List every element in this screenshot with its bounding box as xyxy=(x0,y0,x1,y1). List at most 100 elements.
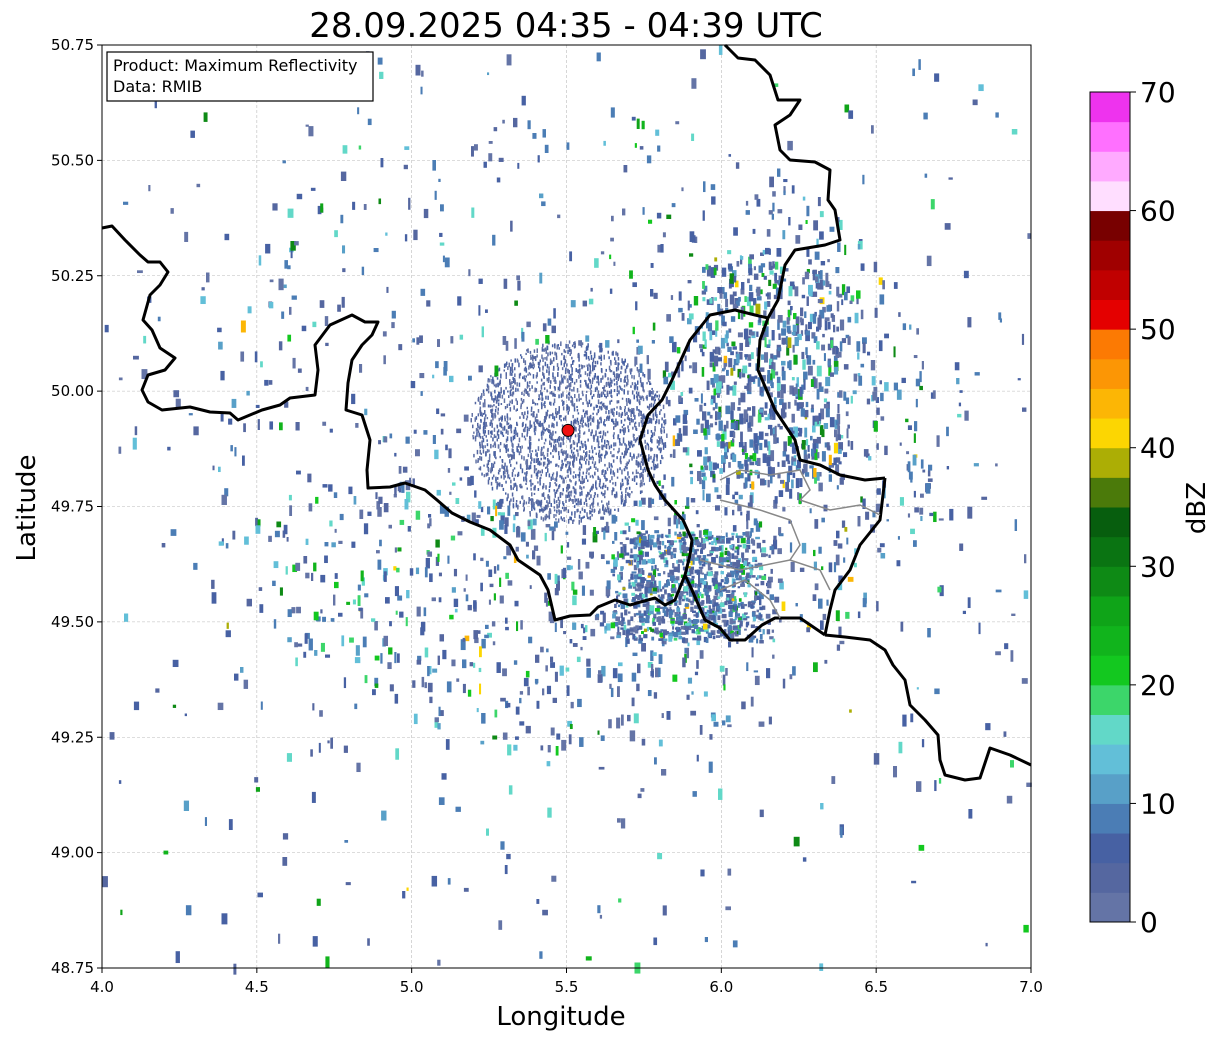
echo-cell xyxy=(713,595,719,601)
echo-cell xyxy=(386,286,389,293)
echo-cell xyxy=(602,387,604,390)
echo-cell xyxy=(434,717,439,723)
echo-cell xyxy=(661,423,663,429)
echo-cell xyxy=(413,429,417,434)
echo-cell xyxy=(873,420,878,432)
echo-cell xyxy=(477,413,480,417)
echo-cell xyxy=(665,560,669,565)
echo-cell xyxy=(810,408,814,413)
echo-cell xyxy=(515,706,520,715)
echo-cell xyxy=(700,393,703,404)
echo-cell xyxy=(545,524,551,528)
echo-cell xyxy=(791,332,796,336)
echo-cell xyxy=(626,411,628,416)
echo-cell xyxy=(439,242,445,246)
echo-cell xyxy=(170,208,174,214)
echo-cell xyxy=(520,356,523,359)
echo-cell xyxy=(519,372,522,376)
echo-cell xyxy=(506,420,508,426)
echo-cell xyxy=(559,380,561,385)
echo-cell xyxy=(351,393,356,405)
echo-cell xyxy=(650,581,654,587)
echo-cell xyxy=(487,467,490,473)
echo-cell xyxy=(605,406,607,410)
echo-cell xyxy=(504,469,506,475)
echo-cell xyxy=(468,269,471,277)
echo-cell xyxy=(574,341,576,345)
echo-cell xyxy=(648,390,651,394)
echo-cell xyxy=(658,616,662,621)
echo-cell xyxy=(763,275,767,280)
echo-cell xyxy=(797,323,800,334)
echo-cell xyxy=(759,564,764,571)
echo-cell xyxy=(585,494,588,498)
echo-cell xyxy=(729,430,735,438)
echo-cell xyxy=(581,538,587,545)
echo-cell xyxy=(578,357,580,362)
echo-cell xyxy=(651,432,654,438)
echo-cell xyxy=(481,713,486,724)
echo-cell xyxy=(483,161,487,168)
echo-cell xyxy=(477,425,479,429)
echo-cell xyxy=(623,165,628,173)
echo-cell xyxy=(663,426,665,429)
echo-cell xyxy=(607,416,609,420)
echo-cell xyxy=(661,454,663,459)
echo-cell xyxy=(647,690,652,697)
echo-cell xyxy=(554,343,556,346)
echo-cell xyxy=(732,525,737,532)
echo-cell xyxy=(530,482,532,487)
echo-cell xyxy=(661,540,665,546)
echo-cell xyxy=(574,343,576,348)
echo-cell xyxy=(723,292,728,299)
echo-cell xyxy=(473,630,478,640)
echo-cell xyxy=(554,671,558,682)
echo-cell xyxy=(703,605,708,608)
echo-cell xyxy=(524,388,526,391)
echo-cell xyxy=(648,454,650,459)
echo-cell xyxy=(536,348,538,353)
echo-cell xyxy=(662,457,664,460)
echo-cell xyxy=(938,778,942,784)
echo-cell xyxy=(491,405,494,408)
echo-cell xyxy=(536,452,538,458)
echo-cell xyxy=(643,628,648,633)
echo-cell xyxy=(516,486,518,492)
echo-cell xyxy=(521,485,523,489)
echo-cell xyxy=(615,491,618,496)
echo-cell xyxy=(690,606,694,612)
echo-cell xyxy=(571,401,573,406)
echo-cell xyxy=(620,566,623,572)
echo-cell xyxy=(580,397,582,401)
echo-cell xyxy=(579,458,581,464)
echo-cell xyxy=(536,372,538,377)
echo-cell xyxy=(514,338,517,349)
echo-cell xyxy=(640,417,643,420)
echo-cell xyxy=(954,362,960,371)
echo-cell xyxy=(662,905,667,916)
echo-cell xyxy=(420,288,426,296)
echo-cell xyxy=(577,438,580,444)
echo-cell xyxy=(439,504,445,514)
echo-cell xyxy=(172,704,177,708)
echo-cell xyxy=(836,644,841,651)
echo-cell xyxy=(376,501,380,510)
echo-cell xyxy=(529,480,531,483)
echo-cell xyxy=(593,463,596,468)
echo-cell xyxy=(753,614,759,619)
echo-cell xyxy=(487,460,490,465)
echo-cell xyxy=(547,494,550,499)
echo-cell xyxy=(776,349,781,358)
echo-cell xyxy=(375,492,378,500)
echo-cell xyxy=(760,594,764,600)
echo-cell xyxy=(585,395,587,399)
echo-cell xyxy=(578,478,581,482)
echo-cell xyxy=(766,386,771,392)
echo-cell xyxy=(487,379,489,383)
echo-cell xyxy=(582,636,587,640)
echo-cell xyxy=(690,547,695,553)
echo-cell xyxy=(599,342,603,353)
echo-cell xyxy=(533,356,536,360)
echo-cell xyxy=(734,499,739,504)
echo-cell xyxy=(344,840,349,843)
